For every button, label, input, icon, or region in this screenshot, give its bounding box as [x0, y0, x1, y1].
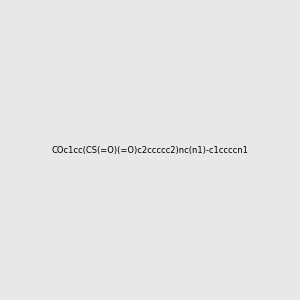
Text: COc1cc(CS(=O)(=O)c2ccccc2)nc(n1)-c1ccccn1: COc1cc(CS(=O)(=O)c2ccccc2)nc(n1)-c1ccccn… — [52, 146, 248, 154]
